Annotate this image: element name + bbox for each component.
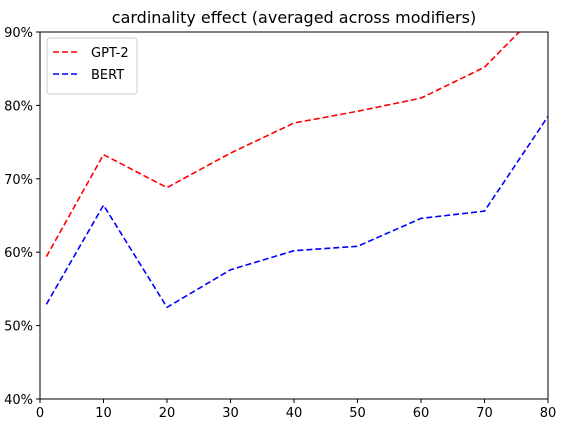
x-tick-label: 50 bbox=[349, 406, 366, 421]
x-tick-label: 10 bbox=[95, 406, 112, 421]
legend-box bbox=[46, 37, 138, 95]
y-tick-label: 50% bbox=[4, 320, 33, 335]
y-tick-label: 60% bbox=[4, 246, 33, 261]
y-tick-label: 70% bbox=[4, 173, 33, 188]
x-tick-label: 60 bbox=[413, 406, 430, 421]
y-tick-label: 40% bbox=[4, 393, 33, 408]
x-tick-label: 70 bbox=[476, 406, 493, 421]
legend-label: GPT-2 bbox=[91, 46, 129, 61]
series-line-bert bbox=[45, 115, 548, 309]
legend-label: BERT bbox=[91, 68, 124, 83]
x-tick-label: 80 bbox=[540, 406, 557, 421]
series-line-gpt-2 bbox=[45, 32, 521, 257]
legend: GPT-2 BERT bbox=[46, 37, 138, 95]
x-tick-label: 40 bbox=[286, 406, 303, 421]
chart-title: cardinality effect (averaged across modi… bbox=[112, 8, 476, 27]
x-tick-label: 30 bbox=[222, 406, 239, 421]
y-tick-label: 90% bbox=[4, 26, 33, 41]
x-tick-label: 20 bbox=[159, 406, 176, 421]
y-tick-label: 80% bbox=[4, 99, 33, 114]
x-tick-label: 0 bbox=[36, 406, 44, 421]
